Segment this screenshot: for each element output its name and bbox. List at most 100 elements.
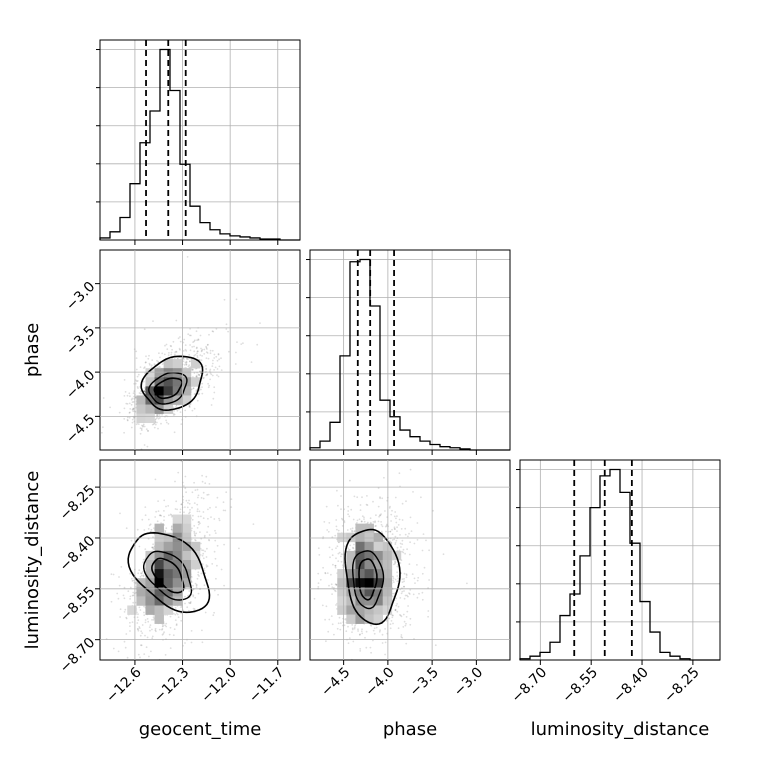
scatter-point <box>216 368 219 370</box>
scatter-point <box>184 344 187 346</box>
scatter-point <box>412 491 414 493</box>
scatter-point <box>136 616 139 619</box>
scatter-point <box>139 575 142 578</box>
scatter-point <box>139 634 142 637</box>
scatter-point <box>406 594 408 597</box>
histogram-panel-luminosity-distance <box>516 459 721 661</box>
density-cell <box>145 386 155 396</box>
scatter-point <box>172 612 175 615</box>
scatter-point <box>144 506 147 508</box>
scatter-point <box>196 488 199 491</box>
scatter-point <box>188 353 191 356</box>
density-squares <box>127 514 201 624</box>
scatter-point <box>340 560 343 563</box>
scatter-point <box>185 357 188 360</box>
scatter-point <box>394 561 397 564</box>
scatter-point <box>204 550 207 553</box>
density-cell <box>145 377 155 387</box>
scatter-point <box>223 584 226 587</box>
scatter-point <box>400 636 403 638</box>
scatter-point <box>216 544 219 547</box>
scatter-point <box>175 319 178 322</box>
scatter-point <box>137 619 140 622</box>
scatter-point <box>184 409 187 412</box>
scatter-point <box>393 515 396 518</box>
scatter-point <box>389 623 392 626</box>
scatter-point <box>188 405 191 407</box>
scatter-point <box>360 520 363 523</box>
histogram-steps <box>99 48 300 241</box>
scatter-point <box>217 353 220 355</box>
scatter-point <box>213 518 216 520</box>
scatter-point <box>180 619 183 622</box>
scatter-point <box>131 421 134 424</box>
scatter-point <box>416 522 419 524</box>
scatter-point <box>156 421 158 424</box>
scatter-point <box>140 630 143 633</box>
scatter-point <box>373 627 376 630</box>
scatter-point <box>325 605 328 608</box>
scatter-point <box>137 629 140 632</box>
scatter-point <box>391 528 393 531</box>
scatter-point <box>164 531 167 533</box>
density-cell <box>154 569 164 579</box>
scatter-point <box>351 529 353 532</box>
scatter-point <box>394 511 397 513</box>
density-cell <box>190 560 201 570</box>
scatter-point <box>180 503 183 506</box>
scatter-point <box>410 530 413 532</box>
scatter-point <box>144 634 146 637</box>
scatter-point <box>351 624 354 626</box>
scatter-point <box>193 372 196 374</box>
scatter-point <box>340 508 342 511</box>
scatter-point <box>170 526 173 529</box>
scatter-point <box>135 357 138 359</box>
scatter-point <box>134 581 137 584</box>
scatter-point <box>366 495 368 497</box>
scatter-point <box>394 541 397 544</box>
scatter-point <box>392 579 394 582</box>
scatter-point <box>375 626 378 629</box>
scatter-point <box>396 575 399 577</box>
scatter-point <box>212 614 215 617</box>
scatter-point <box>192 607 195 610</box>
scatter-point <box>129 595 132 598</box>
scatter-point <box>168 633 171 636</box>
scatter-point <box>137 572 140 575</box>
scatter-point <box>363 516 365 519</box>
scatter-point <box>361 496 363 499</box>
density-cell <box>163 386 174 396</box>
scatter-point <box>374 521 376 524</box>
scatter-point <box>112 573 115 576</box>
scatter-point <box>396 580 399 583</box>
scatter-point <box>330 615 333 617</box>
scatter-point <box>380 530 383 533</box>
scatter-point <box>134 396 137 398</box>
scatter-point <box>202 549 205 552</box>
scatter-point <box>158 366 161 368</box>
scatter-point <box>391 539 394 541</box>
scatter-point <box>156 359 158 362</box>
scatter-point <box>196 508 199 510</box>
scatter-point <box>123 640 126 643</box>
scatter-point <box>126 419 129 422</box>
scatter-point <box>139 432 142 435</box>
scatter-point <box>321 604 324 607</box>
scatter-point <box>182 358 185 360</box>
scatter-point <box>225 328 228 330</box>
scatter-point <box>385 524 388 527</box>
scatter-point <box>319 578 322 581</box>
scatter-point <box>183 364 186 366</box>
scatter-point <box>174 613 177 616</box>
scatter-point <box>201 382 204 385</box>
scatter-point <box>372 629 375 632</box>
scatter-point <box>143 605 145 608</box>
scatter-point <box>408 532 410 535</box>
scatter-point <box>351 628 354 631</box>
scatter-point <box>194 539 196 541</box>
scatter-point <box>209 352 212 355</box>
scatter-point <box>206 373 209 376</box>
scatter-point <box>118 584 121 587</box>
scatter-point <box>125 527 128 530</box>
scatter-point <box>380 513 382 515</box>
